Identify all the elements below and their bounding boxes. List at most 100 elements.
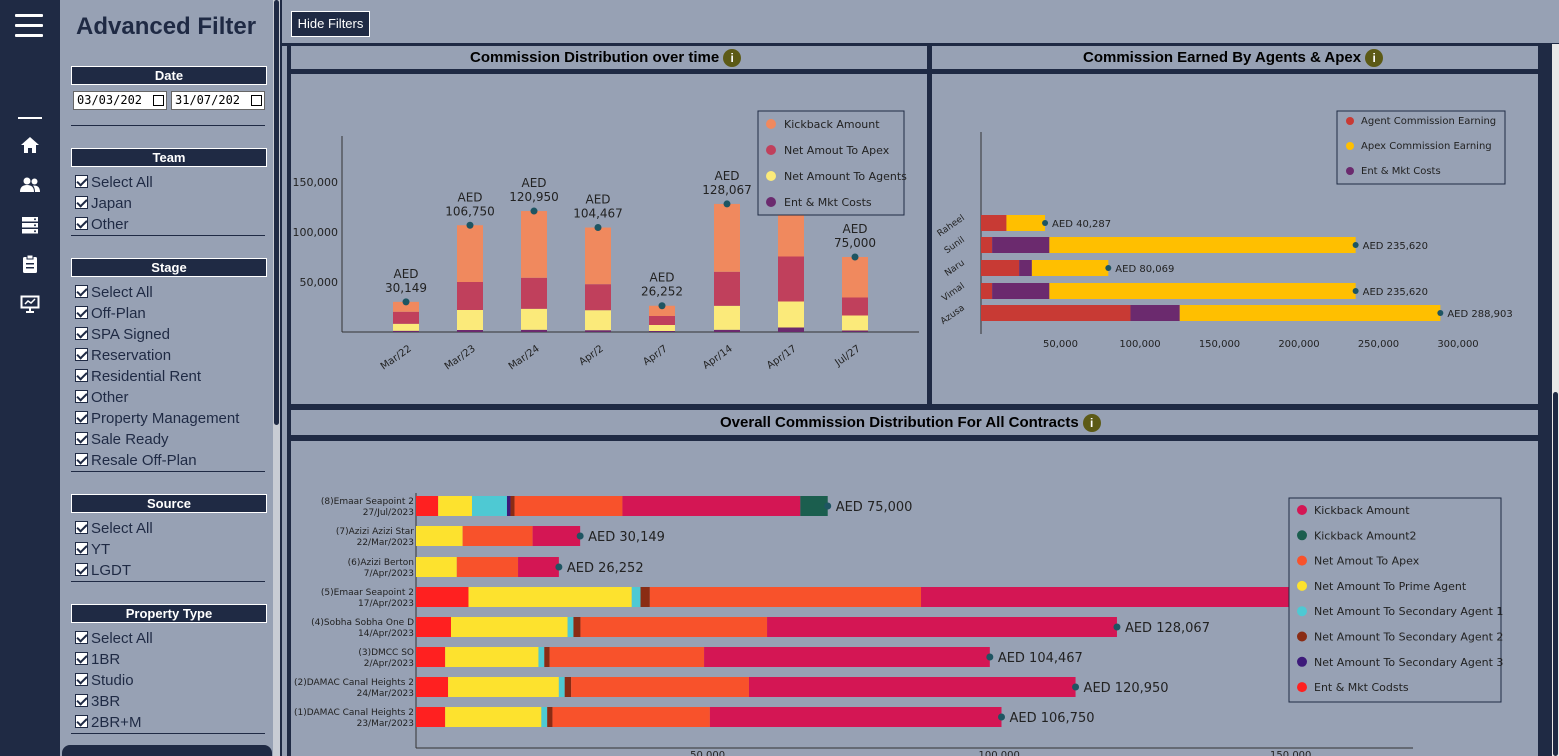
checkbox-team-0[interactable]: Select All <box>75 173 153 193</box>
total-label: AED 30,149 <box>588 530 665 545</box>
scrollbar-thumb[interactable] <box>1553 392 1558 756</box>
bar-segment <box>506 496 511 516</box>
main-scrollbar[interactable] <box>1552 44 1559 756</box>
x-tick-label: 300,000 <box>1437 339 1478 350</box>
total-label: AED 235,620 <box>1363 241 1428 252</box>
checkbox-team-2[interactable]: Other <box>75 215 129 235</box>
x-tick-label: Apr/7 <box>641 343 669 368</box>
legend-label: Net Amount To Secondary Agent 2 <box>1314 631 1503 644</box>
legend-marker <box>1346 117 1354 125</box>
total-dot <box>530 207 538 215</box>
home-icon[interactable] <box>19 135 41 155</box>
calendar-icon[interactable] <box>251 95 262 106</box>
checkbox-label: 3BR <box>91 693 121 710</box>
category-date-label: 7/Apr/2023 <box>364 569 414 579</box>
bar-segment <box>1049 237 1356 253</box>
checkbox-checked-icon[interactable] <box>75 175 88 188</box>
checkbox-stage-7[interactable]: Sale Ready <box>75 430 169 450</box>
legend-marker <box>1297 580 1307 591</box>
legend-marker <box>1297 555 1307 566</box>
category-date-label: 22/Mar/2023 <box>357 538 414 548</box>
checkbox-checked-icon[interactable] <box>75 432 88 445</box>
server-icon[interactable] <box>19 215 41 235</box>
calendar-icon[interactable] <box>153 95 164 106</box>
checkbox-property_type-2[interactable]: Studio <box>75 671 134 691</box>
checkbox-checked-icon[interactable] <box>75 390 88 403</box>
checkbox-stage-5[interactable]: Other <box>75 388 129 408</box>
bar-segment <box>457 330 483 332</box>
legend-marker <box>1297 682 1307 693</box>
clipboard-icon[interactable] <box>19 254 41 274</box>
checkbox-checked-icon[interactable] <box>75 542 88 555</box>
divider <box>71 125 265 126</box>
total-label: AED 75,000 <box>836 500 913 515</box>
checkbox-stage-1[interactable]: Off-Plan <box>75 304 146 324</box>
category-date-label: 27/Jul/2023 <box>363 508 414 518</box>
bar-segment <box>1130 305 1180 321</box>
info-icon[interactable]: i <box>1365 49 1384 67</box>
checkbox-checked-icon[interactable] <box>75 453 88 466</box>
legend-marker <box>1297 530 1307 541</box>
bar-segment <box>567 617 574 637</box>
bar-segment <box>558 677 565 697</box>
checkbox-stage-4[interactable]: Residential Rent <box>75 367 201 387</box>
checkbox-checked-icon[interactable] <box>75 348 88 361</box>
checkbox-source-1[interactable]: YT <box>75 540 110 560</box>
scrollbar-thumb[interactable] <box>274 0 279 425</box>
users-icon[interactable] <box>19 175 41 195</box>
checkbox-checked-icon[interactable] <box>75 196 88 209</box>
bar-segment <box>981 260 1020 276</box>
x-tick-label: 150,000 <box>1270 750 1311 756</box>
checkbox-source-0[interactable]: Select All <box>75 519 153 539</box>
bar-segment <box>564 677 572 697</box>
bar-segment <box>416 496 439 516</box>
checkbox-property_type-4[interactable]: 2BR+M <box>75 713 141 733</box>
checkbox-checked-icon[interactable] <box>75 563 88 576</box>
bar-segment <box>981 237 993 253</box>
checkbox-checked-icon[interactable] <box>75 411 88 424</box>
filter-scrollbar[interactable] <box>273 0 280 756</box>
checkbox-stage-8[interactable]: Resale Off-Plan <box>75 451 197 471</box>
checkbox-checked-icon[interactable] <box>75 369 88 382</box>
checkbox-stage-6[interactable]: Property Management <box>75 409 239 429</box>
bar-segment <box>393 311 419 324</box>
date-from-input[interactable]: 03/03/202 <box>73 91 167 110</box>
checkbox-stage-2[interactable]: SPA Signed <box>75 325 170 345</box>
checkbox-source-2[interactable]: LGDT <box>75 561 131 581</box>
checkbox-property_type-0[interactable]: Select All <box>75 629 153 649</box>
info-icon[interactable]: i <box>1082 414 1101 432</box>
info-icon[interactable]: i <box>723 49 742 67</box>
checkbox-property_type-3[interactable]: 3BR <box>75 692 120 712</box>
legend-label: Net Amount To Secondary Agent 1 <box>1314 605 1503 618</box>
bar-segment <box>649 316 675 325</box>
total-label: AED 80,069 <box>1115 264 1174 275</box>
hide-filters-button[interactable]: Hide Filters <box>291 11 370 37</box>
checkbox-checked-icon[interactable] <box>75 652 88 665</box>
checkbox-checked-icon[interactable] <box>75 715 88 728</box>
bar-segment <box>532 526 581 546</box>
total-dot <box>1105 265 1112 271</box>
checkbox-property_type-1[interactable]: 1BR <box>75 650 120 670</box>
checkbox-checked-icon[interactable] <box>75 673 88 686</box>
checkbox-team-1[interactable]: Japan <box>75 194 132 214</box>
date-to-input[interactable]: 31/07/202 <box>171 91 265 110</box>
checkbox-checked-icon[interactable] <box>75 694 88 707</box>
presentation-icon[interactable] <box>19 294 41 314</box>
legend-box <box>1288 497 1502 703</box>
total-label: AED 106,750 <box>1009 711 1094 726</box>
y-tick-label: 50,000 <box>300 276 339 289</box>
checkbox-checked-icon[interactable] <box>75 285 88 298</box>
checkbox-stage-0[interactable]: Select All <box>75 283 153 303</box>
bar-segment <box>416 617 451 637</box>
checkbox-checked-icon[interactable] <box>75 327 88 340</box>
bar-segment <box>521 308 547 330</box>
agents-apex-chart: 50,000 100,000 150,000 200,000 250,000 300,00… <box>936 110 1513 350</box>
checkbox-checked-icon[interactable] <box>75 217 88 230</box>
checkbox-stage-3[interactable]: Reservation <box>75 346 171 366</box>
bar-segment <box>649 305 675 316</box>
checkbox-checked-icon[interactable] <box>75 521 88 534</box>
total-label: AED 288,903 <box>1447 309 1512 320</box>
checkbox-checked-icon[interactable] <box>75 631 88 644</box>
checkbox-checked-icon[interactable] <box>75 306 88 319</box>
menu-icon[interactable] <box>15 14 43 38</box>
